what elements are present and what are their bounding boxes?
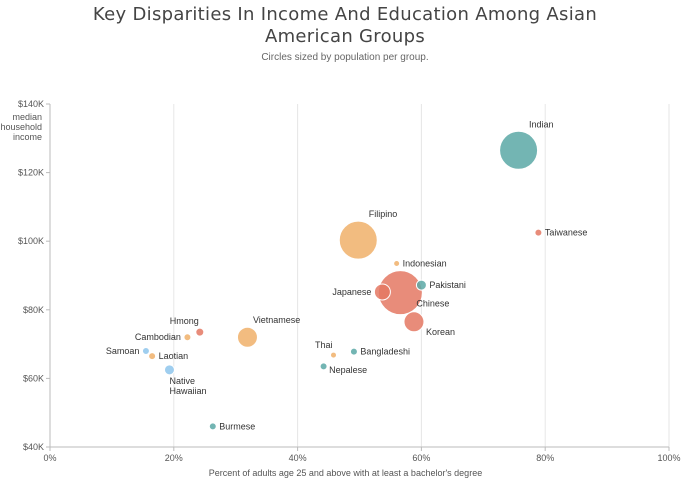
label-native-hawaiian: Native — [169, 376, 195, 386]
point-taiwanese[interactable] — [534, 228, 543, 237]
label-chinese: Chinese — [416, 299, 449, 309]
x-tick-label: 0% — [43, 453, 56, 463]
point-filipino[interactable] — [338, 220, 378, 260]
point-samoan[interactable] — [141, 346, 150, 355]
label-taiwanese: Taiwanese — [545, 228, 588, 238]
y-axis-label-line: household — [0, 122, 42, 132]
data-labels: Indian Taiwanese Filipino Indonesian Chinese… — [106, 119, 588, 431]
y-tick-label: $40K — [23, 442, 44, 452]
point-burmese[interactable] — [208, 422, 217, 431]
label-samoan: Samoan — [106, 346, 140, 356]
chart-title-line1: Key Disparities In Income And Education … — [92, 4, 598, 25]
grid-lines — [173, 104, 670, 447]
point-laotian[interactable] — [148, 352, 157, 361]
y-axis-label-line: income — [13, 132, 42, 142]
label-vietnamese: Vietnamese — [253, 315, 300, 325]
chart-title: Key Disparities In Income And Education … — [0, 4, 690, 48]
label-thai: Thai — [315, 340, 333, 350]
point-vietnamese[interactable] — [236, 326, 258, 348]
point-pakistani[interactable] — [415, 279, 427, 291]
label-bangladeshi: Bangladeshi — [360, 347, 410, 357]
point-indonesian[interactable] — [393, 259, 401, 267]
x-tick-label: 20% — [165, 453, 183, 463]
y-tick-label: $60K — [23, 373, 44, 383]
label-indian: Indian — [529, 119, 554, 129]
label-japanese: Japanese — [332, 287, 371, 297]
point-hmong[interactable] — [195, 327, 205, 337]
label-filipino: Filipino — [369, 209, 398, 219]
label-laotian: Laotian — [159, 351, 189, 361]
y-tick-label: $120K — [18, 168, 44, 178]
x-tick-label: 80% — [536, 453, 554, 463]
x-tick-label: 60% — [412, 453, 430, 463]
point-korean[interactable] — [403, 311, 425, 333]
y-tick-label: $80K — [23, 305, 44, 315]
x-axis-label: Percent of adults age 25 and above with … — [209, 468, 482, 478]
x-tick-label: 100% — [657, 453, 680, 463]
data-points — [141, 130, 543, 431]
y-tick-label: $140K — [18, 99, 44, 109]
y-axis-label-line: median — [12, 112, 42, 122]
label-hmong: Hmong — [170, 316, 199, 326]
point-native-hawaiian[interactable] — [163, 364, 175, 376]
y-tick-label: $100K — [18, 236, 44, 246]
point-thai[interactable] — [330, 351, 338, 359]
point-japanese[interactable] — [373, 283, 391, 301]
point-nepalese[interactable] — [319, 362, 328, 371]
label-nepalese: Nepalese — [329, 365, 367, 375]
point-bangladeshi[interactable] — [349, 347, 358, 356]
point-indian[interactable] — [499, 130, 539, 170]
label-burmese: Burmese — [219, 421, 255, 431]
label-cambodian: Cambodian — [135, 332, 181, 342]
chart-subtitle: Circles sized by population per group. — [261, 52, 429, 63]
chart-title-line2: American Groups — [264, 26, 426, 47]
axes: 0% 20% 40% 60% 80% 100% $40K $60K $80K $100K $120K… — [18, 99, 681, 463]
label-pakistani: Pakistani — [429, 280, 466, 290]
label-korean: Korean — [426, 327, 455, 337]
label-indonesian: Indonesian — [403, 258, 447, 268]
label-native-hawaiian: Hawaiian — [169, 386, 206, 396]
x-tick-label: 40% — [289, 453, 307, 463]
point-cambodian[interactable] — [183, 333, 192, 342]
